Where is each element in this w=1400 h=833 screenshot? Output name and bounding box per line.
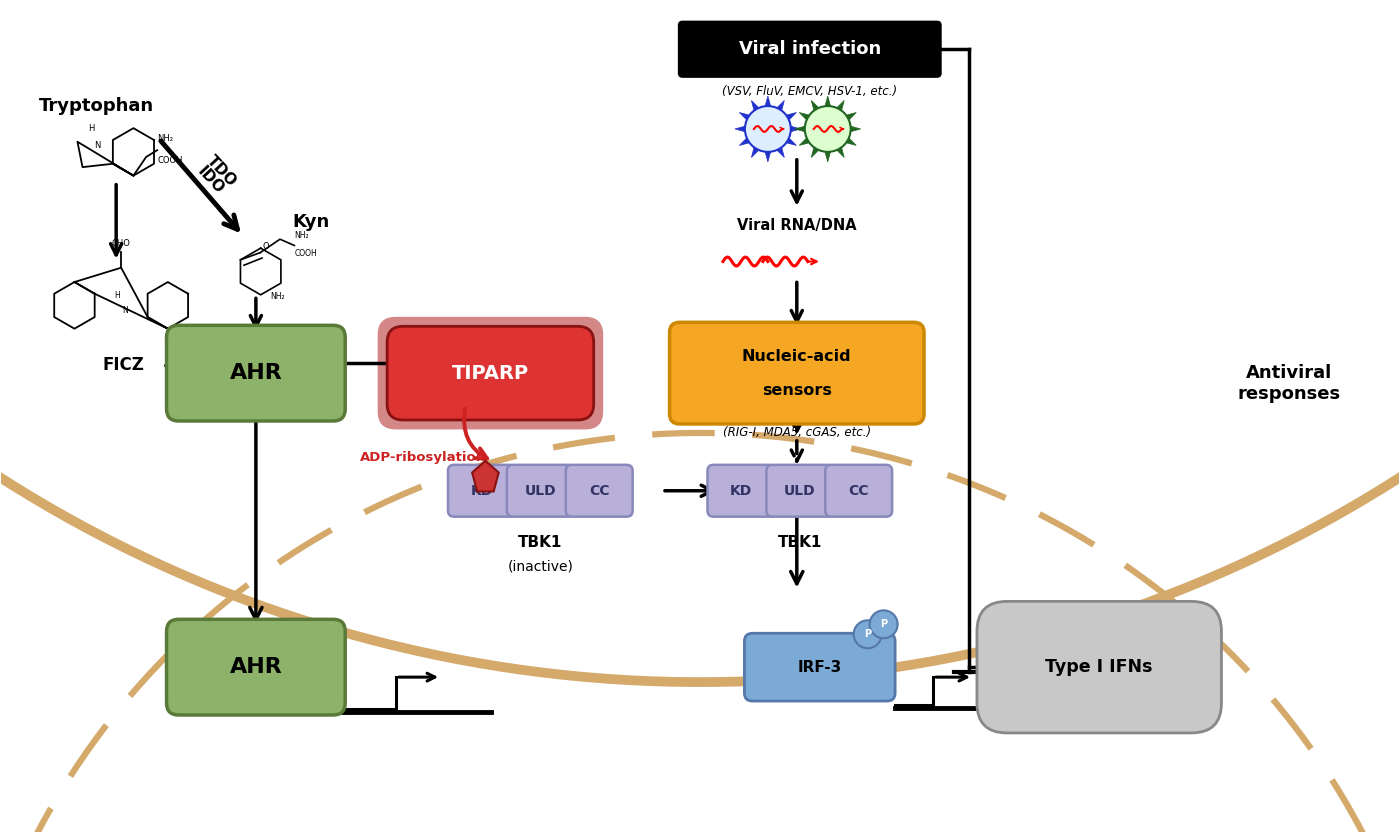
- Text: KD: KD: [470, 484, 493, 498]
- Text: TBK1: TBK1: [518, 535, 563, 550]
- Text: IRF-3: IRF-3: [798, 660, 841, 675]
- Polygon shape: [825, 152, 830, 162]
- FancyBboxPatch shape: [388, 327, 594, 420]
- Text: CC: CC: [589, 484, 609, 498]
- Text: Type I IFNs: Type I IFNs: [1046, 658, 1154, 676]
- Polygon shape: [787, 138, 797, 146]
- Text: Nucleic-acid: Nucleic-acid: [742, 349, 851, 364]
- Polygon shape: [811, 101, 819, 111]
- Text: sensors: sensors: [762, 382, 832, 397]
- Text: Kyn: Kyn: [293, 212, 329, 231]
- Text: (VSV, FluV, EMCV, HSV-1, etc.): (VSV, FluV, EMCV, HSV-1, etc.): [722, 85, 897, 97]
- FancyBboxPatch shape: [977, 601, 1221, 733]
- Text: AHR: AHR: [230, 657, 283, 677]
- Text: (RIG-I, MDA5, cGAS, etc.): (RIG-I, MDA5, cGAS, etc.): [722, 426, 871, 440]
- Text: ULD: ULD: [525, 484, 556, 498]
- Circle shape: [869, 611, 897, 638]
- Polygon shape: [777, 101, 784, 111]
- Text: CC: CC: [848, 484, 869, 498]
- Circle shape: [854, 621, 882, 648]
- FancyBboxPatch shape: [507, 465, 574, 516]
- Text: (inactive): (inactive): [507, 560, 573, 574]
- FancyBboxPatch shape: [766, 465, 833, 516]
- Polygon shape: [851, 126, 861, 132]
- Text: FICZ: FICZ: [102, 357, 144, 374]
- Text: AHR: AHR: [230, 363, 283, 383]
- Text: COOH: COOH: [157, 156, 182, 165]
- Text: NH₂: NH₂: [294, 232, 309, 240]
- FancyBboxPatch shape: [825, 465, 892, 516]
- FancyBboxPatch shape: [745, 633, 895, 701]
- Text: TDO
IDO: TDO IDO: [193, 152, 239, 199]
- Circle shape: [805, 106, 851, 152]
- Text: KD: KD: [729, 484, 752, 498]
- Text: P: P: [864, 629, 871, 639]
- FancyBboxPatch shape: [167, 326, 346, 421]
- Polygon shape: [764, 96, 770, 107]
- Polygon shape: [472, 461, 498, 491]
- Polygon shape: [799, 112, 809, 120]
- Polygon shape: [752, 147, 759, 157]
- Text: CHO: CHO: [112, 239, 130, 248]
- Text: NH₂: NH₂: [157, 134, 174, 143]
- Polygon shape: [837, 147, 844, 157]
- Polygon shape: [799, 138, 809, 146]
- FancyBboxPatch shape: [707, 465, 774, 516]
- FancyBboxPatch shape: [669, 322, 924, 424]
- Polygon shape: [739, 112, 749, 120]
- Polygon shape: [739, 138, 749, 146]
- Text: NH₂: NH₂: [270, 292, 284, 302]
- Text: Tryptophan: Tryptophan: [39, 97, 154, 115]
- FancyBboxPatch shape: [566, 465, 633, 516]
- Text: TBK1: TBK1: [777, 535, 822, 550]
- Polygon shape: [735, 126, 745, 132]
- Text: Antiviral
responses: Antiviral responses: [1238, 364, 1340, 402]
- Polygon shape: [791, 126, 801, 132]
- Text: H: H: [88, 124, 94, 132]
- Text: TIPARP: TIPARP: [452, 364, 529, 382]
- Text: P: P: [881, 619, 888, 629]
- Text: ADP-ribosylation: ADP-ribosylation: [360, 451, 486, 464]
- FancyBboxPatch shape: [378, 317, 603, 430]
- Circle shape: [745, 106, 791, 152]
- FancyBboxPatch shape: [167, 619, 346, 715]
- Text: H: H: [115, 292, 120, 300]
- Text: N: N: [94, 141, 101, 150]
- Text: ULD: ULD: [784, 484, 816, 498]
- Polygon shape: [764, 152, 770, 162]
- FancyBboxPatch shape: [448, 465, 515, 516]
- Polygon shape: [752, 101, 759, 111]
- Polygon shape: [846, 138, 857, 146]
- Polygon shape: [837, 101, 844, 111]
- Polygon shape: [787, 112, 797, 120]
- Text: O: O: [262, 242, 269, 251]
- Text: Viral infection: Viral infection: [739, 40, 881, 58]
- Polygon shape: [795, 126, 805, 132]
- Text: COOH: COOH: [294, 249, 316, 258]
- Polygon shape: [811, 147, 819, 157]
- Polygon shape: [825, 96, 830, 107]
- Text: N: N: [122, 306, 127, 315]
- FancyBboxPatch shape: [679, 22, 941, 77]
- Polygon shape: [846, 112, 857, 120]
- Polygon shape: [777, 147, 784, 157]
- Text: Viral RNA/DNA: Viral RNA/DNA: [736, 218, 857, 233]
